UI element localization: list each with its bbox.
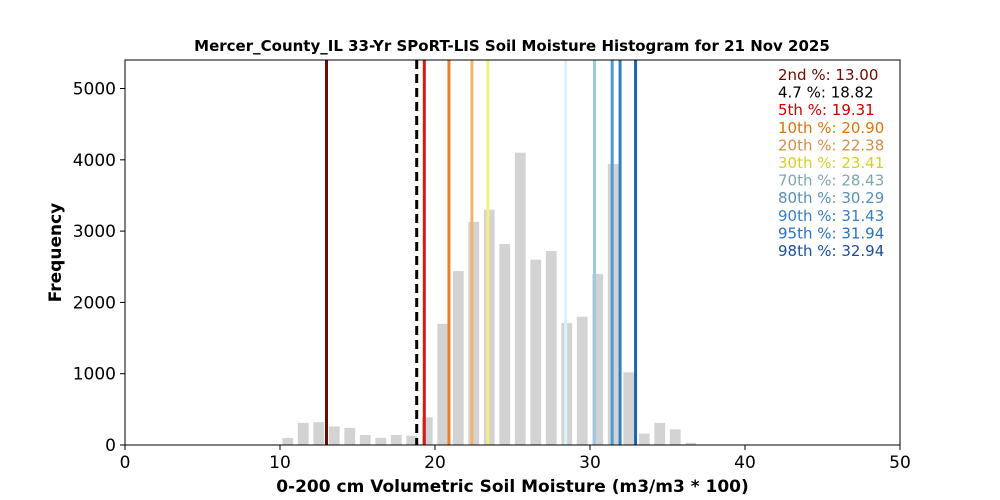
histogram-bar: [359, 435, 371, 445]
y-tick-label: 4000: [73, 151, 116, 171]
x-tick-label: 0: [120, 453, 131, 473]
histogram-bar: [545, 251, 557, 445]
legend-entry: 95th %: 31.94: [778, 224, 884, 242]
legend-entry: 4.7 %: 18.82: [778, 84, 874, 102]
histogram-bar: [654, 422, 666, 445]
histogram-bar: [592, 273, 604, 445]
histogram-bar: [282, 437, 294, 445]
x-tick-label: 40: [734, 453, 756, 473]
y-axis-label: Frequency: [46, 203, 66, 303]
x-axis-label: 0-200 cm Volumetric Soil Moisture (m3/m3…: [276, 477, 749, 497]
histogram-bar: [328, 426, 340, 445]
y-ticks: 0 1000 2000 3000 4000 5000: [73, 80, 125, 456]
histogram-bar: [623, 372, 635, 445]
y-tick-label: 3000: [73, 222, 116, 242]
legend-entry: 10th %: 20.90: [778, 119, 884, 137]
legend-entry: 2nd %: 13.00: [778, 66, 878, 84]
histogram-bar: [390, 435, 402, 445]
percentile-lines-layer: [325, 60, 638, 445]
histogram-bar: [669, 429, 681, 445]
legend-entry: 98th %: 32.94: [778, 242, 884, 260]
histogram-bar: [638, 433, 650, 445]
histogram-bar: [313, 422, 325, 445]
histogram-bar: [468, 221, 480, 445]
histogram-bar: [685, 442, 697, 445]
x-tick-label: 20: [424, 453, 446, 473]
histogram-bar: [375, 437, 387, 445]
legend-entry: 30th %: 23.41: [778, 154, 884, 172]
y-tick-label: 1000: [73, 365, 116, 385]
histogram-bar: [499, 243, 511, 445]
histogram-bar: [514, 152, 526, 445]
y-tick-label: 2000: [73, 293, 116, 313]
legend-entry: 20th %: 22.38: [778, 136, 884, 154]
histogram-bar: [576, 316, 588, 445]
histogram-bar: [530, 259, 542, 445]
legend-entry: 90th %: 31.43: [778, 207, 884, 225]
chart-title: Mercer_County_IL 33-Yr SPoRT-LIS Soil Mo…: [194, 37, 830, 55]
y-tick-label: 0: [105, 436, 116, 456]
legend-entry: 80th %: 30.29: [778, 189, 884, 207]
legend-entry: 70th %: 28.43: [778, 172, 884, 190]
histogram-bar: [344, 427, 356, 445]
histogram-bar: [452, 271, 464, 445]
legend-entry: 5th %: 19.31: [778, 101, 875, 119]
x-tick-label: 10: [269, 453, 291, 473]
y-tick-label: 5000: [73, 80, 116, 100]
plot-frame: [124, 59, 901, 446]
x-ticks: 0 10 20 30 40 50: [120, 445, 911, 473]
x-tick-label: 50: [889, 453, 911, 473]
histogram-bar: [421, 417, 433, 445]
histogram-bar: [406, 435, 418, 445]
histogram-bar: [297, 422, 309, 445]
histogram-bar: [437, 323, 449, 445]
x-tick-label: 30: [579, 453, 601, 473]
